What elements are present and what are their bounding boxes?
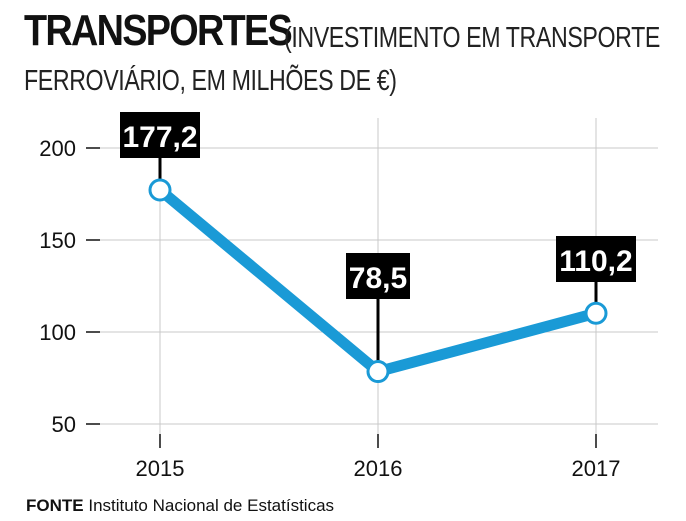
title-block: TRANSPORTES (INVESTIMENTO EM TRANSPORTE … <box>24 6 674 96</box>
chart-title: TRANSPORTES <box>24 6 293 55</box>
data-point <box>366 360 390 384</box>
x-tick-label: 2017 <box>572 456 621 481</box>
chart-subtitle-line2: FERROVIÁRIO, EM MILHÕES DE €) <box>24 65 397 97</box>
data-label-box <box>346 253 410 299</box>
x-tick-label: 2016 <box>354 456 403 481</box>
chart-subtitle-line1: (INVESTIMENTO EM TRANSPORTE <box>284 22 660 54</box>
axis-layer: 50 100 150 200 2015 2016 2017 <box>39 136 620 481</box>
label-layer: 177,2 78,5 110,2 <box>120 112 636 384</box>
y-tick-label: 50 <box>52 412 76 437</box>
data-label: 177,2 <box>122 121 197 154</box>
y-tick-label: 150 <box>39 228 76 253</box>
y-tick-label: 100 <box>39 320 76 345</box>
data-label: 110,2 <box>559 245 632 278</box>
data-label: 78,5 <box>349 262 407 295</box>
source-text: Instituto Nacional de Estatísticas <box>88 496 335 515</box>
data-point <box>584 301 608 325</box>
data-label-box <box>556 236 636 282</box>
y-tick-label: 200 <box>39 136 76 161</box>
source-note: FONTE Instituto Nacional de Estatísticas <box>26 496 334 516</box>
x-tick-label: 2015 <box>136 456 185 481</box>
data-point <box>148 178 172 202</box>
source-label: FONTE <box>26 496 84 515</box>
data-label-box <box>120 112 200 158</box>
